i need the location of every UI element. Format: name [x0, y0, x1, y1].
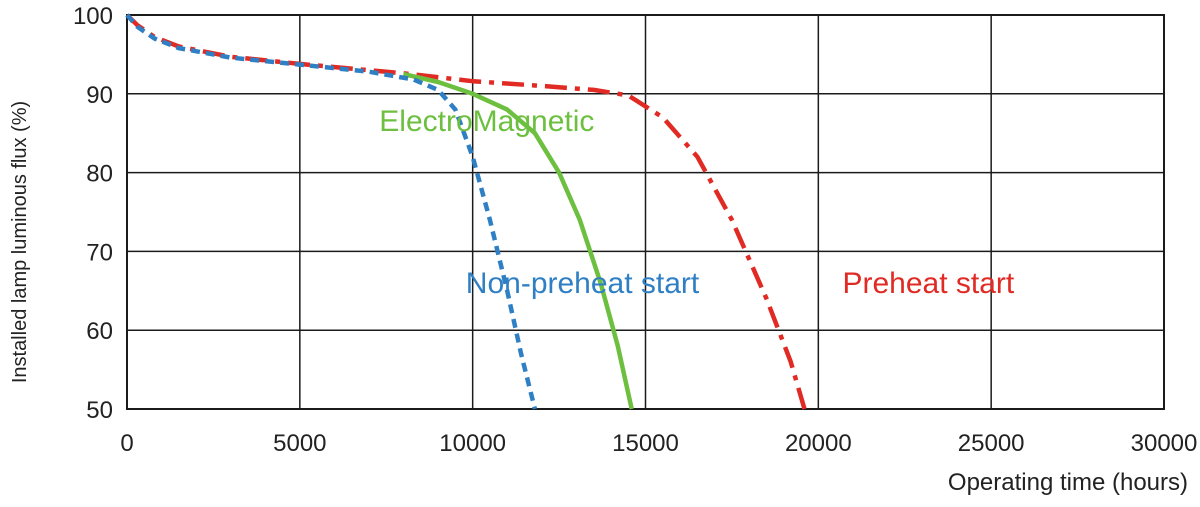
- x-axis-label: Operating time (hours): [948, 469, 1188, 496]
- y-tick-label: 100: [73, 3, 113, 30]
- x-tick-label: 20000: [785, 430, 852, 457]
- series-layer: [127, 15, 805, 409]
- grid: [127, 15, 1164, 409]
- tick-labels: 0 5000 10000 15000 20000 25000 30000 50 60 70 80 90…: [73, 3, 1197, 457]
- series-line-non-preheat-start: [127, 15, 535, 409]
- y-tick-label: 80: [86, 161, 113, 188]
- y-tick-label: 50: [86, 397, 113, 424]
- x-tick-label: 0: [120, 430, 133, 457]
- x-tick-label: 5000: [273, 430, 326, 457]
- y-tick-label: 60: [86, 318, 113, 345]
- y-tick-label: 90: [86, 82, 113, 109]
- x-tick-label: 25000: [958, 430, 1025, 457]
- x-tick-label: 10000: [439, 430, 506, 457]
- x-tick-label: 15000: [612, 430, 679, 457]
- series-label-electromagnetic: ElectroMagnetic: [379, 105, 594, 138]
- x-tick-label: 30000: [1131, 430, 1198, 457]
- y-tick-label: 70: [86, 239, 113, 266]
- series-annotations: ElectroMagnetic Non-preheat start Preheat …: [379, 105, 1015, 300]
- y-axis-label: Installed lamp luminous flux (%): [9, 101, 31, 383]
- series-label-non-preheat-start: Non-preheat start: [466, 267, 700, 300]
- series-label-preheat-start: Preheat start: [843, 267, 1015, 300]
- series-line-preheat-start: [127, 15, 805, 409]
